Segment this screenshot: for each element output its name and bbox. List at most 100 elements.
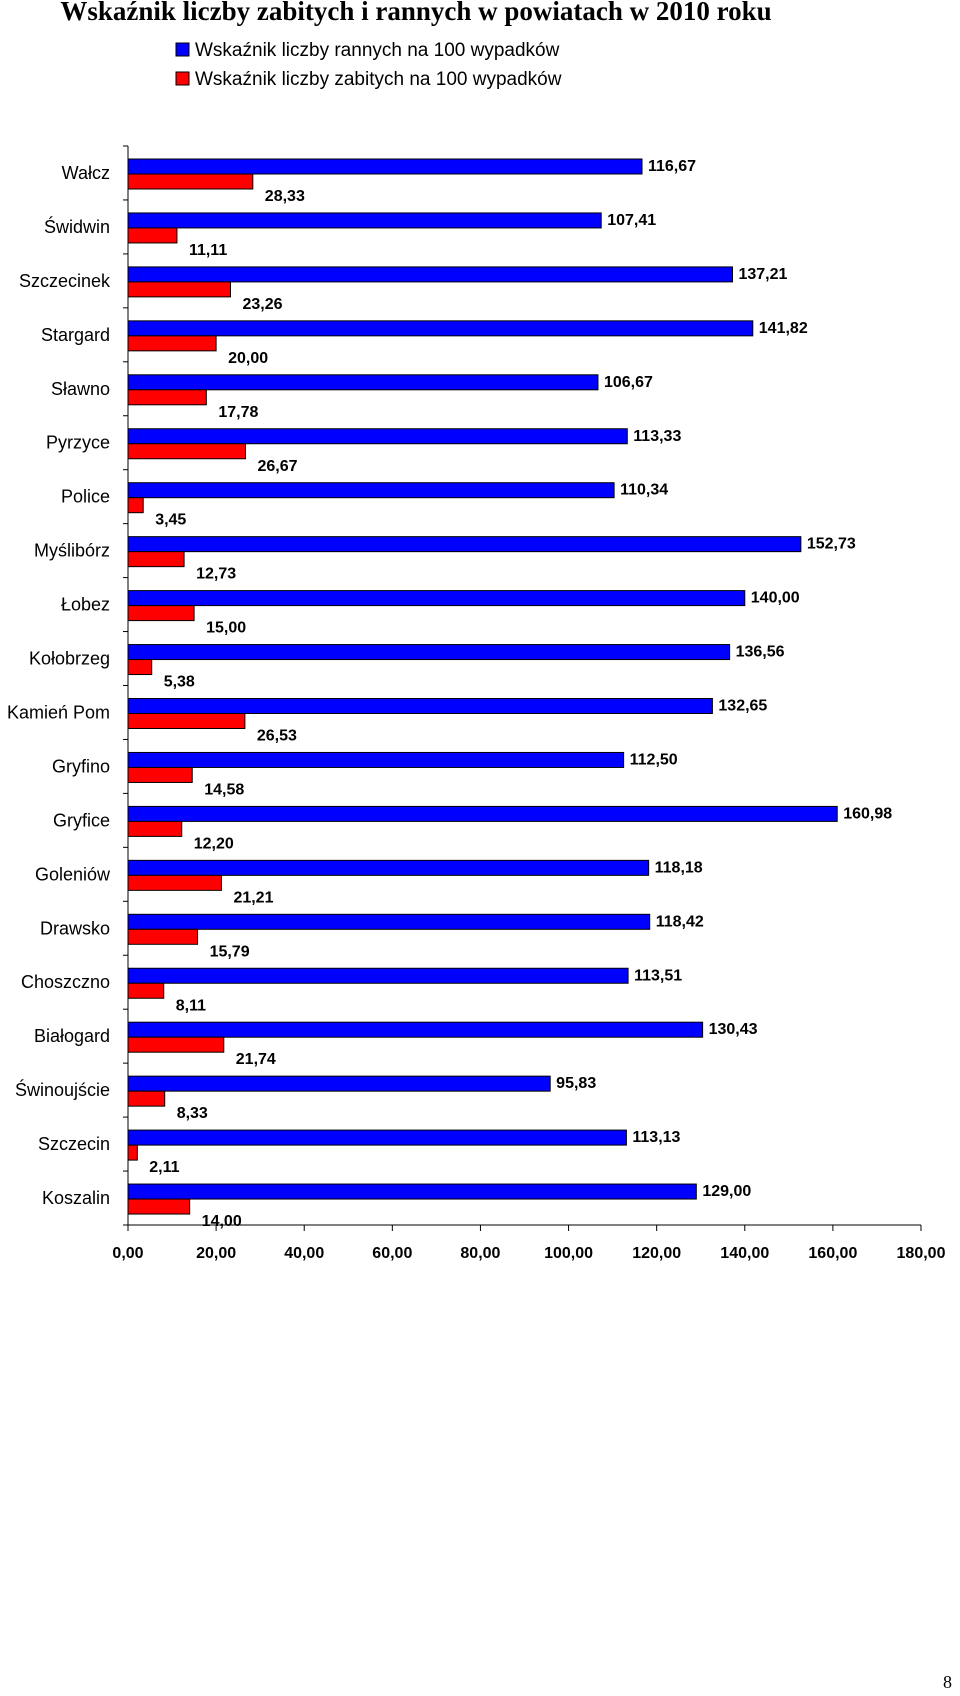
bar-zabitych-9: [127, 659, 153, 676]
value-label-rannych-1: 107,41: [607, 212, 656, 229]
bar-rannych-19: [127, 1183, 697, 1200]
bar-zabitych-7: [127, 551, 185, 568]
bar-zabitych-2: [127, 281, 231, 298]
bar-rannych-11: [127, 751, 625, 768]
value-label-rannych-12: 160,98: [843, 805, 892, 822]
x-tick-label-2: 40,00: [284, 1245, 324, 1262]
bar-rannych-2: [127, 266, 733, 283]
bar-rannych-10: [127, 698, 713, 714]
value-label-zabitych-16: 21,74: [236, 1051, 276, 1068]
category-label-3: Stargard: [41, 325, 110, 345]
category-label-16: Białogard: [34, 1026, 110, 1046]
bar-rannych-12: [127, 805, 838, 822]
bar-rannych-18: [127, 1129, 627, 1146]
value-label-zabitych-9: 5,38: [164, 674, 195, 691]
bar-zabitych-18: [127, 1144, 138, 1161]
value-label-zabitych-4: 17,78: [218, 404, 258, 421]
value-label-zabitych-19: 14,00: [202, 1213, 242, 1230]
category-label-18: Szczecin: [38, 1134, 110, 1154]
legend-label-rannych: Wskaźnik liczby rannych na 100 wypadków: [195, 40, 560, 61]
category-label-15: Choszczno: [21, 972, 110, 992]
value-label-rannych-4: 106,67: [604, 374, 653, 391]
value-label-rannych-19: 129,00: [702, 1183, 751, 1200]
bar-zabitych-0: [127, 173, 254, 190]
bar-rannych-14: [127, 913, 651, 930]
category-label-0: Wałcz: [62, 163, 110, 183]
category-label-2: Szczecinek: [19, 271, 111, 291]
category-label-11: Gryfino: [52, 756, 110, 776]
category-label-12: Gryfice: [53, 810, 110, 830]
value-label-rannych-15: 113,51: [634, 967, 682, 984]
value-label-zabitych-17: 8,33: [177, 1105, 208, 1122]
x-tick-label-3: 60,00: [372, 1245, 412, 1262]
category-label-1: Świdwin: [44, 216, 110, 237]
value-label-rannych-10: 132,65: [718, 698, 767, 715]
legend-swatch-rannych: [175, 42, 190, 57]
category-label-10: Kamień Pom: [7, 702, 110, 722]
legend: Wskaźnik liczby rannych na 100 wypadków …: [175, 40, 562, 90]
category-label-9: Kołobrzeg: [29, 649, 110, 669]
value-label-rannych-18: 113,13: [632, 1129, 680, 1146]
value-label-rannych-16: 130,43: [709, 1021, 758, 1038]
value-label-zabitych-11: 14,58: [204, 781, 244, 798]
x-tick-label-9: 180,00: [897, 1245, 946, 1262]
bar-zabitych-15: [127, 982, 165, 999]
value-label-rannych-3: 141,82: [759, 320, 808, 337]
category-label-13: Goleniów: [35, 864, 111, 884]
bar-rannych-8: [127, 590, 746, 607]
value-label-zabitych-6: 3,45: [155, 512, 186, 529]
page-number: 8: [943, 1672, 952, 1692]
value-label-zabitych-2: 23,26: [242, 296, 282, 313]
value-label-zabitych-15: 8,11: [176, 997, 206, 1014]
value-label-zabitych-3: 20,00: [228, 350, 268, 367]
bar-rannych-6: [127, 482, 615, 499]
bar-rannych-1: [127, 212, 602, 229]
bar-zabitych-3: [127, 335, 217, 352]
value-label-zabitych-14: 15,79: [210, 943, 250, 960]
value-label-zabitych-5: 26,67: [257, 458, 297, 475]
value-label-rannych-11: 112,50: [630, 751, 678, 768]
bar-zabitych-11: [127, 766, 193, 783]
x-tick-label-0: 0,00: [112, 1245, 143, 1262]
value-label-rannych-7: 152,73: [807, 536, 856, 553]
category-label-7: Myślibórz: [34, 541, 110, 561]
bar-rannych-17: [127, 1075, 551, 1092]
legend-swatch-zabitych: [175, 71, 190, 86]
plot-area: Wałcz 116,67 28,33 Świdwin 107,41 11,11 Szczec…: [7, 145, 946, 1262]
value-label-zabitych-7: 12,73: [196, 566, 236, 583]
x-tick-label-6: 120,00: [632, 1245, 681, 1262]
category-label-4: Sławno: [51, 379, 110, 399]
value-label-zabitych-12: 12,20: [194, 835, 234, 852]
bar-rannych-7: [127, 536, 802, 553]
value-label-rannych-2: 137,21: [738, 266, 787, 283]
x-tick-label-5: 100,00: [544, 1245, 593, 1262]
bar-zabitych-8: [127, 605, 195, 622]
bar-zabitych-16: [127, 1036, 225, 1053]
category-label-8: Łobez: [61, 595, 110, 615]
bar-zabitych-10: [127, 713, 246, 729]
category-label-19: Koszalin: [42, 1188, 110, 1208]
legend-label-zabitych: Wskaźnik liczby zabitych na 100 wypadków: [195, 69, 562, 90]
value-label-zabitych-8: 15,00: [206, 620, 246, 637]
bar-rannych-13: [127, 859, 650, 876]
bar-rannych-9: [127, 644, 731, 661]
value-label-zabitych-18: 2,11: [149, 1159, 179, 1176]
bar-zabitych-19: [127, 1198, 191, 1215]
bar-zabitych-4: [127, 389, 207, 406]
value-label-zabitych-10: 26,53: [257, 728, 297, 745]
bar-rannych-5: [127, 428, 628, 445]
bar-rannych-16: [127, 1021, 704, 1038]
value-label-zabitych-1: 11,11: [189, 242, 227, 259]
bar-zabitych-17: [127, 1090, 166, 1107]
value-label-rannych-8: 140,00: [751, 590, 800, 607]
value-label-rannych-13: 118,18: [655, 859, 703, 876]
bar-rannych-3: [127, 320, 754, 337]
bar-zabitych-13: [127, 874, 222, 891]
category-label-17: Świnoujście: [15, 1079, 110, 1100]
value-label-rannych-0: 116,67: [648, 158, 696, 175]
value-label-rannych-9: 136,56: [736, 644, 785, 661]
value-label-rannych-14: 118,42: [656, 913, 704, 930]
category-label-6: Police: [61, 487, 110, 507]
x-tick-label-8: 160,00: [808, 1245, 857, 1262]
